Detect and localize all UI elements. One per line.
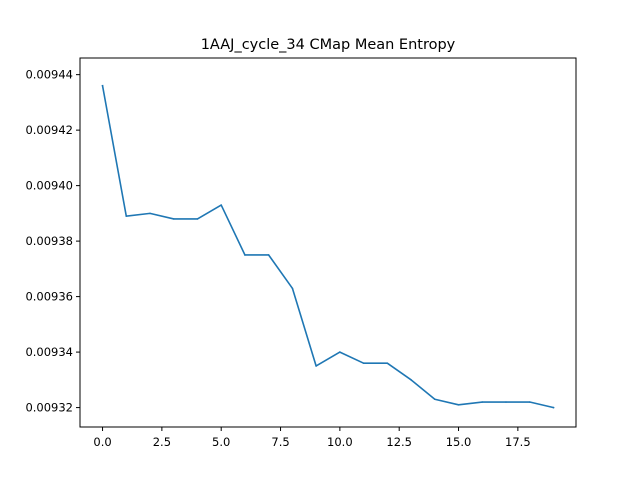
data-point (528, 401, 531, 403)
data-point (291, 287, 294, 290)
plot-area (101, 84, 555, 409)
x-tick-label: 7.5 (271, 435, 289, 449)
y-tick-label: 0.00932 (25, 401, 73, 415)
data-point (267, 254, 270, 256)
data-point (315, 365, 317, 367)
data-point (386, 362, 389, 364)
y-axis: 0.00932 0.00934 0.00936 0.00938 0.00940 0.009… (25, 68, 80, 415)
x-tick-label: 15.0 (446, 435, 472, 449)
y-tick-label: 0.00942 (25, 123, 73, 137)
data-point (505, 401, 507, 403)
x-tick-label: 12.5 (386, 435, 412, 449)
data-point (125, 215, 128, 217)
x-tick-label: 5.0 (212, 435, 230, 449)
y-tick-label: 0.00936 (25, 290, 73, 304)
data-point (101, 84, 104, 87)
y-tick-label: 0.00934 (25, 345, 73, 359)
data-point (552, 406, 555, 409)
y-tick-label: 0.00940 (25, 179, 73, 193)
data-point (433, 398, 436, 401)
data-point (220, 204, 223, 206)
data-point (457, 404, 460, 406)
series-line (101, 84, 555, 409)
x-tick-label: 10.0 (327, 435, 353, 449)
chart-title: 1AAJ_cycle_34 CMap Mean Entropy (201, 37, 456, 53)
data-point (481, 401, 484, 403)
x-axis: 0.0 2.5 5.0 7.5 10.0 12.5 15.0 17.5 (93, 427, 531, 449)
data-point (196, 218, 199, 220)
data-point (172, 218, 175, 220)
data-point (362, 362, 365, 364)
data-point (339, 351, 341, 353)
x-tick-label: 17.5 (505, 435, 531, 449)
data-point (410, 379, 412, 381)
y-tick-label: 0.00938 (25, 234, 73, 248)
data-point (149, 212, 151, 215)
data-point (244, 254, 246, 256)
x-tick-label: 2.5 (153, 435, 171, 449)
x-tick-label: 0.0 (93, 435, 111, 449)
axes-frame (79, 57, 577, 428)
y-tick-label: 0.00944 (25, 68, 73, 82)
